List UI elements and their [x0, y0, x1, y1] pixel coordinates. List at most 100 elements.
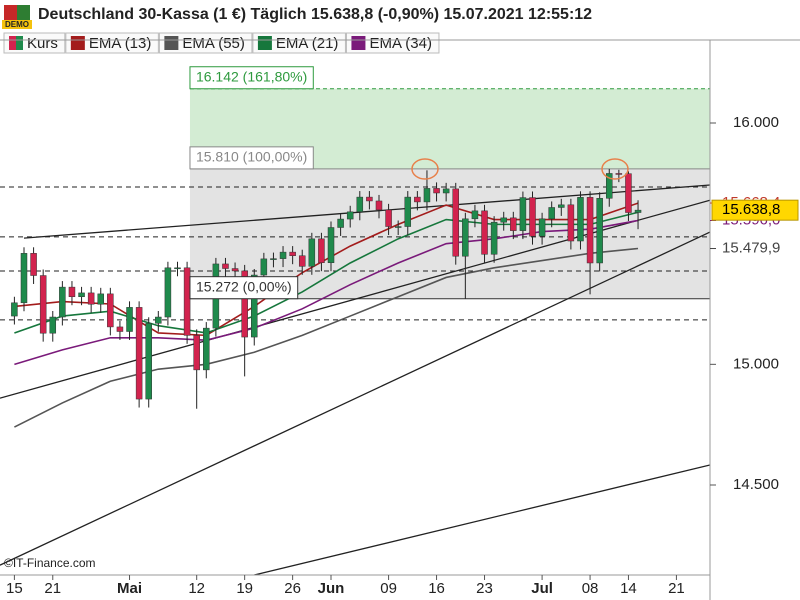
legend-label: EMA (34) [369, 35, 432, 52]
fib-label: 16.142 (161,80%) [196, 68, 307, 84]
x-tick-label: 15 [6, 580, 23, 597]
candle-body [490, 221, 498, 255]
price-label-box [711, 199, 799, 221]
legend-swatch [70, 36, 85, 50]
x-tick-label: Jul [531, 580, 553, 597]
candle-body [78, 292, 85, 298]
candle-body [606, 173, 613, 199]
candle-body [97, 293, 104, 305]
x-tick-label: 26 [284, 580, 301, 597]
candle-body [615, 173, 623, 175]
candle-body [452, 188, 459, 257]
candle-body [586, 197, 594, 264]
highlight-circle [411, 158, 439, 180]
legend-swatch [351, 36, 366, 50]
fib-label-box [189, 66, 314, 90]
candle-body [30, 253, 37, 276]
legend-swatch [16, 36, 23, 50]
y-tick-label: 16.000 [733, 114, 779, 131]
candle-body [404, 196, 412, 227]
candle-body [68, 286, 76, 298]
candle-body [327, 227, 335, 263]
x-tick-label: 16 [428, 580, 445, 597]
ema-line [14, 247, 639, 428]
candle-body [126, 307, 133, 332]
candle-body [423, 188, 431, 203]
chart-title: Deutschland 30-Kassa (1 €) Täglich 15.63… [38, 6, 592, 23]
x-tick-label: 21 [44, 580, 61, 597]
fib-label-box [189, 146, 314, 170]
price-label: 15.479,9 [722, 239, 780, 256]
candle-body [11, 302, 18, 317]
candle-body [634, 209, 642, 213]
legend-swatch [164, 36, 179, 50]
candle-body [193, 335, 200, 371]
candle-body [298, 255, 306, 267]
candle-body [510, 217, 517, 231]
candle-body [567, 204, 575, 242]
candle-body [346, 211, 354, 220]
candle-body [279, 251, 287, 259]
candle-body [20, 253, 28, 304]
candle-body [500, 217, 507, 223]
legend-box [65, 32, 159, 54]
x-tick-label: 23 [476, 580, 493, 597]
x-tick-label: 12 [188, 580, 205, 597]
legend-box [252, 32, 346, 54]
candle-body [289, 251, 296, 256]
candle-body [39, 275, 47, 334]
candle-body [394, 226, 402, 228]
axes: 16.00015.00014.50015.668,415.596,015.479… [6, 114, 799, 597]
badge: DEMO [5, 20, 29, 29]
candle-body [481, 210, 488, 255]
legend-label: EMA (21) [276, 35, 339, 52]
candle-body [462, 218, 469, 257]
candle-body [183, 267, 191, 336]
candle-body [558, 204, 565, 208]
x-tick-label: 21 [668, 580, 685, 597]
candle-body [59, 286, 66, 318]
candle-body [356, 196, 364, 213]
price-label: 15.638,8 [722, 201, 780, 218]
candle-body [471, 210, 479, 220]
x-tick-label: 09 [380, 580, 397, 597]
highlight-circle [601, 158, 629, 180]
y-tick-label: 14.500 [733, 476, 779, 493]
trendline [23, 184, 710, 239]
candle-body [203, 327, 210, 371]
legend-box [158, 32, 253, 54]
candle-body [548, 207, 555, 220]
candle-body [107, 293, 114, 328]
candle-body [385, 209, 392, 227]
candle-body [318, 238, 325, 263]
legend-box [345, 32, 440, 54]
legend-label: EMA (13) [89, 35, 152, 52]
candle-body [270, 258, 277, 260]
candle-body [241, 270, 248, 338]
candle-body [519, 197, 527, 231]
candle-body [308, 238, 316, 267]
x-tick-label: Mai [117, 580, 142, 597]
legend-label: Kurs [27, 35, 58, 52]
candle-body [375, 200, 383, 211]
fib-label: 15.810 (100,00%) [196, 149, 307, 165]
candle-body [529, 197, 536, 237]
candle-body [135, 307, 143, 400]
candle-body [433, 188, 440, 194]
candle-body [164, 267, 172, 318]
candle-body [625, 173, 632, 213]
trendline [254, 464, 710, 575]
candle-body [414, 196, 421, 203]
candle-body [366, 196, 373, 202]
candle-body [87, 292, 95, 305]
fib-label: 15.272 (0,00%) [196, 278, 292, 294]
candle-body [49, 316, 57, 334]
fib-label-box [189, 276, 299, 300]
x-tick-label: 08 [582, 580, 599, 597]
candle-body [442, 188, 450, 194]
candle-body [231, 268, 239, 272]
source: ©IT-Finance.com [4, 556, 96, 570]
candle-body [116, 326, 124, 332]
x-tick-label: 19 [236, 580, 253, 597]
